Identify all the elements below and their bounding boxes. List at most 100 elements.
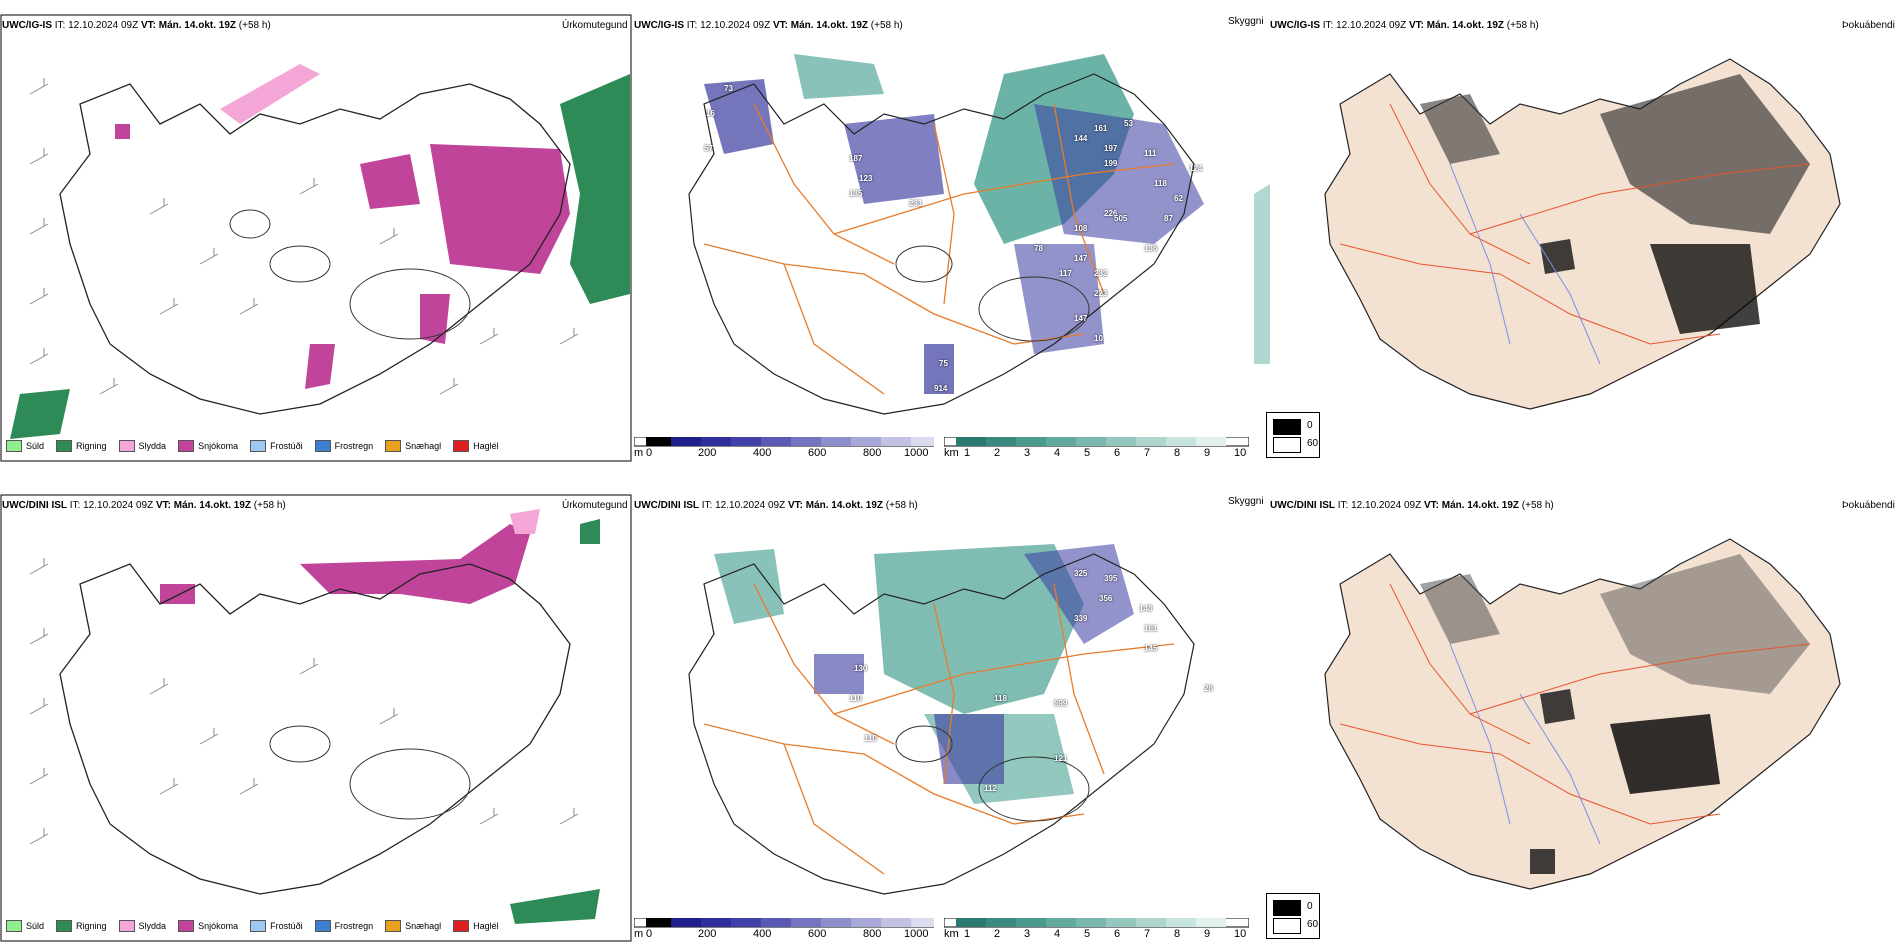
cloud-map-top: [688, 54, 1270, 415]
roads: [1339, 103, 1811, 345]
cloudbase-value-label: 111: [1144, 149, 1157, 158]
panel-type-label: Úrkomutegund: [562, 500, 628, 511]
cloudbase-value-label: 78: [1034, 244, 1043, 253]
panel-type-label: Skyggni: [1228, 16, 1264, 27]
cloudbase-value-label: 147: [1074, 254, 1088, 263]
fog-swatch-black: [1273, 900, 1301, 916]
cloudbase-value-label: 356: [1099, 594, 1113, 603]
legend-item: Frostúði: [250, 440, 303, 452]
cloudbase-value-label: 112: [984, 784, 997, 793]
cloudbase-value-label: 108: [1074, 224, 1088, 233]
fog-area: [1600, 74, 1810, 234]
legend-item: Súld: [6, 920, 44, 932]
cloud-panel-top: Skyggni UWC/IG-IS IT: 12.10.2024 09Z VT:…: [634, 14, 1270, 464]
rain-area: [560, 74, 630, 304]
fog-legend-top: 0 60: [1266, 412, 1320, 458]
legend-item: Frostregn: [314, 440, 373, 452]
legend-item: Snjókoma: [178, 440, 238, 452]
cloudbase-area: [934, 714, 1004, 784]
vt-label: VT:: [140, 20, 156, 31]
cloudbase-value-label: 110: [864, 734, 877, 743]
legend-item: Haglél: [453, 920, 499, 932]
fog-panel-top: UWC/IG-IS IT: 12.10.2024 09Z VT: Mán. 14…: [1270, 14, 1900, 464]
cloudbase-area: [814, 654, 864, 694]
cloudbase-value-label: 87: [1164, 214, 1173, 223]
cloudbase-value-label: 197: [1104, 144, 1118, 153]
rivers: [1449, 643, 1601, 845]
cloudbase-value-label: 199: [1104, 159, 1118, 168]
cloudbase-value-label: 57: [704, 144, 713, 153]
fog-swatch-white: [1273, 918, 1301, 934]
cloudbase-value-label: 223: [1094, 289, 1108, 298]
legend-item: Slydda: [118, 920, 166, 932]
legend-item: Rigning: [56, 920, 107, 932]
cloudbase-value-label: 62: [1174, 194, 1183, 203]
cloudbase-value-label: 187: [849, 154, 863, 163]
visibility-area: [714, 549, 784, 624]
cloudbase-value-label: 395: [1104, 574, 1118, 583]
cloudbase-value-label: 136: [1144, 244, 1158, 253]
legend-item: Snæhagl: [385, 920, 441, 932]
fog-area: [1610, 714, 1720, 794]
panel-title: UWC/DINI ISL IT: 12.10.2024 09Z VT: Mán.…: [634, 500, 918, 511]
rain-area: [510, 889, 600, 924]
fog-area: [1600, 554, 1810, 694]
sleet-area: [220, 64, 320, 124]
cloudbase-value-label: 135: [849, 189, 863, 198]
panel-title: UWC/IG-IS IT: 12.10.2024 09Z VT: Mán. 14…: [1270, 20, 1539, 31]
cloudbase-value-label: 121: [1054, 754, 1068, 763]
cloudbase-value-label: 130: [854, 664, 868, 673]
cloudbase-value-label: 325: [1074, 569, 1088, 578]
cloudbase-area: [924, 344, 954, 394]
cloudbase-area: [1034, 104, 1204, 244]
precip-panel-bottom: UWC/DINI ISL IT: 12.10.2024 09Z VT: Mán.…: [0, 494, 634, 944]
snow-area: [115, 124, 130, 139]
panel-type-label: Skyggni: [1228, 496, 1264, 507]
cloudbase-value-label: 914: [934, 384, 948, 393]
visibility-area: [1254, 184, 1270, 364]
precip-map-bottom: [0, 494, 632, 942]
panel-type-label: Þokuábendi: [1842, 20, 1895, 31]
cloudbase-value-label: 599: [1054, 699, 1068, 708]
precip-map-top: [0, 14, 632, 462]
cloudbase-value-label: 144: [1074, 134, 1088, 143]
wind-barbs: [29, 78, 579, 395]
visibility-area: [794, 54, 884, 99]
cloudbase-area: [844, 114, 944, 204]
panel-title: UWC/DINI ISL IT: 12.10.2024 09Z VT: Mán.…: [2, 500, 286, 511]
iceland-outline: [59, 563, 571, 895]
cloudbase-value-label: 118: [994, 694, 1007, 703]
cloudbase-value-label: 73: [724, 84, 733, 93]
cloudbase-value-label: 110: [849, 694, 862, 703]
iceland-outline: [59, 83, 571, 415]
vt-value: Mán. 14.okt. 19Z: [158, 20, 236, 31]
roads: [1339, 583, 1811, 825]
cloudbase-value-label: 148: [1139, 604, 1153, 613]
sleet-area: [510, 509, 540, 534]
snow-area: [305, 344, 335, 389]
rivers: [1449, 163, 1601, 365]
legend-item: Snæhagl: [385, 440, 441, 452]
cloudbase-value-label: 75: [939, 359, 948, 368]
fog-area: [1530, 849, 1555, 874]
cloud-map-bottom: [688, 544, 1195, 895]
fog-swatch-white: [1273, 437, 1301, 453]
cloudbase-area: [704, 79, 774, 154]
roads: [703, 103, 1175, 395]
iceland-outline: [688, 553, 1195, 895]
snow-area: [430, 144, 570, 274]
rain-area: [10, 389, 70, 439]
legend-item: Slydda: [118, 440, 166, 452]
lead-time: (+58 h): [238, 20, 271, 31]
cloudbase-area: [1024, 544, 1134, 644]
cloudbase-value-label: 118: [1154, 179, 1167, 188]
snow-area: [420, 294, 450, 344]
legend-item: Súld: [6, 440, 44, 452]
cloudbase-value-label: 226: [1104, 209, 1118, 218]
fog-area: [1420, 94, 1500, 164]
cloudbase-value-label: 147: [1074, 314, 1088, 323]
iceland-outline: [688, 73, 1195, 415]
fog-area: [1540, 239, 1575, 274]
model-name: UWC/IG-IS: [2, 20, 52, 31]
cloudbase-value-label: 231: [909, 199, 923, 208]
